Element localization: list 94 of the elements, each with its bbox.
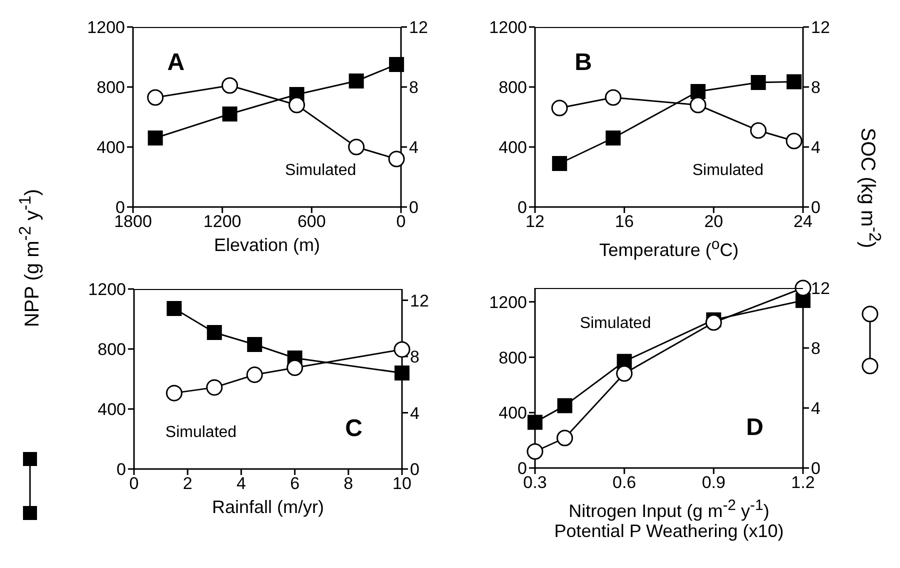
y2-tick-label: 8 [410, 348, 420, 367]
y-tick-label: 1200 [489, 18, 527, 38]
x-axis-title: Elevation (m) [212, 235, 322, 255]
point [786, 132, 802, 150]
y-tick-label: 400 [98, 400, 126, 420]
x-tick-label: 600 [297, 212, 326, 232]
point [166, 384, 182, 402]
point [616, 365, 633, 382]
y-tick-label: 400 [498, 404, 527, 423]
x-axis-title: Rainfall (m/yr) [210, 497, 325, 517]
x-tick-label: 16 [614, 212, 634, 232]
point [348, 74, 364, 88]
y2-tick-label: 8 [811, 339, 820, 358]
y-tick-label: 1200 [88, 280, 126, 300]
y-tick-label: 1200 [87, 18, 125, 38]
y2-tick-label: 12 [811, 18, 830, 38]
point [247, 337, 262, 352]
x-tick-label: 0.9 [702, 473, 726, 492]
point [556, 430, 574, 446]
x-tick-label: 1800 [114, 212, 152, 232]
y2-tick-label: 8 [811, 78, 820, 98]
point [147, 89, 164, 106]
y2-tick-label: 0 [811, 198, 820, 218]
y-tick-label: 800 [498, 78, 527, 98]
point [705, 314, 722, 331]
point [148, 130, 163, 146]
y-tick-label: 800 [96, 78, 125, 98]
point [206, 325, 222, 340]
point [750, 75, 766, 90]
x-tick-label: 2 [182, 474, 192, 494]
x-tick-label: 0 [396, 212, 406, 232]
annotation: C [345, 415, 362, 444]
point [551, 100, 568, 116]
y-tick-label: 800 [98, 340, 126, 360]
y2-tick-label: 4 [410, 404, 420, 423]
point [690, 84, 706, 99]
y2-tick-label: 0 [410, 460, 420, 480]
point [348, 138, 365, 156]
point [794, 280, 812, 296]
point [166, 301, 182, 316]
point [690, 96, 706, 114]
y2-tick-label: 12 [811, 279, 830, 298]
x-tick-label: 1200 [203, 212, 242, 232]
x-tick-label: 6 [290, 474, 300, 494]
annotation: D [746, 414, 764, 442]
annotation: Simulated [692, 162, 764, 180]
point [528, 414, 542, 430]
x-tick-label: 4 [236, 474, 246, 494]
y2-tick-label: 0 [409, 198, 418, 218]
point [222, 106, 238, 122]
point [750, 122, 767, 139]
y-tick-label: 400 [96, 138, 125, 158]
point [557, 398, 572, 414]
y-tick-label: 1200 [489, 292, 527, 312]
x-tick-label: 8 [344, 474, 354, 494]
x-tick-label: 0.6 [612, 473, 636, 492]
x-axis-title: Temperature ($^{o}$C) [598, 235, 740, 260]
x-tick-label: 12 [526, 212, 544, 232]
point [394, 366, 410, 380]
point [206, 379, 223, 396]
x-tick-label: 0.3 [523, 473, 547, 492]
y2-tick-label: 4 [409, 138, 418, 158]
point [606, 130, 621, 146]
point [246, 366, 263, 384]
point [394, 341, 410, 358]
point [388, 150, 405, 168]
x-tick-label: 0 [129, 474, 139, 494]
point [389, 57, 404, 72]
point [526, 443, 544, 460]
y-tick-label: 800 [498, 348, 527, 368]
annotation: Simulated [285, 162, 356, 180]
x-axis-title: Nitrogen Input (g m$^{-2}$ y$^{-1}$) Potential P Weathering (x10) [553, 496, 785, 541]
point [222, 77, 238, 94]
x-tick-label: 1.2 [791, 473, 815, 492]
point [288, 96, 306, 114]
point [286, 360, 304, 376]
y2-tick-label: 4 [811, 399, 820, 418]
y2-tick-label: 8 [409, 78, 418, 98]
annotation: Simulated [580, 315, 651, 333]
annotation: A [167, 49, 185, 77]
y-tick-label: 0 [518, 198, 527, 218]
y2-tick-label: 12 [409, 18, 428, 38]
y-tick-label: 400 [498, 138, 527, 158]
y2-tick-label: 4 [811, 138, 820, 158]
x-tick-label: 10 [392, 474, 412, 494]
y-tick-label: 0 [116, 460, 126, 480]
x-tick-label: 24 [794, 212, 812, 232]
annotation: B [574, 49, 592, 77]
point [604, 89, 622, 106]
y2-tick-label: 12 [410, 291, 429, 310]
point [552, 156, 568, 171]
annotation: Simulated [165, 424, 237, 442]
point [786, 74, 802, 90]
x-tick-label: 20 [704, 212, 724, 232]
